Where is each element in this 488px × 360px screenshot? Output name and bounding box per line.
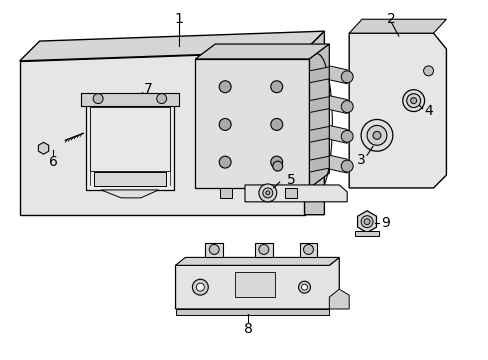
Polygon shape [328,155,346,173]
Circle shape [209,244,219,255]
Bar [94,172,165,186]
Polygon shape [20,51,304,215]
Circle shape [192,279,208,295]
Circle shape [265,191,269,195]
Circle shape [402,90,424,112]
Polygon shape [309,126,328,142]
Circle shape [341,100,352,113]
Circle shape [270,156,282,168]
Polygon shape [235,272,274,297]
Circle shape [258,244,268,255]
Text: 1: 1 [174,12,183,26]
Text: 2: 2 [386,12,395,26]
Text: 6: 6 [49,155,58,169]
Polygon shape [309,67,328,83]
Polygon shape [328,125,346,143]
Bar [220,188,232,198]
Text: 8: 8 [243,322,252,336]
Circle shape [219,118,231,130]
Text: 9: 9 [381,216,389,230]
Polygon shape [254,243,272,257]
Circle shape [410,98,416,104]
Circle shape [341,130,352,142]
Circle shape [364,219,369,225]
Circle shape [272,161,282,171]
Text: 5: 5 [286,173,295,187]
Polygon shape [304,31,324,215]
Circle shape [258,184,276,202]
Circle shape [301,284,307,290]
Polygon shape [309,44,328,188]
Polygon shape [86,100,173,190]
Polygon shape [328,289,348,309]
Circle shape [372,131,380,139]
Polygon shape [195,59,309,188]
Circle shape [219,81,231,93]
Polygon shape [195,44,328,59]
Circle shape [360,216,372,228]
Polygon shape [348,19,446,33]
Polygon shape [20,31,324,61]
Circle shape [219,156,231,168]
Circle shape [270,118,282,130]
Text: 3: 3 [356,153,365,167]
Polygon shape [328,66,346,84]
Polygon shape [244,185,346,202]
Bar [354,231,378,235]
Circle shape [263,188,272,198]
Polygon shape [205,243,223,257]
Polygon shape [175,257,339,265]
Circle shape [406,94,420,108]
Circle shape [156,94,166,104]
Polygon shape [39,142,49,154]
Polygon shape [357,211,376,233]
Text: 7: 7 [144,82,153,96]
Polygon shape [348,33,446,188]
Polygon shape [81,93,178,105]
Polygon shape [175,309,328,315]
Circle shape [298,281,310,293]
Polygon shape [175,257,339,309]
Circle shape [341,160,352,172]
Polygon shape [309,96,328,113]
Circle shape [423,66,433,76]
Polygon shape [101,190,158,198]
Circle shape [366,125,386,145]
Bar [90,107,169,171]
Circle shape [93,94,103,104]
Circle shape [360,120,392,151]
Bar [284,188,296,198]
Circle shape [303,244,313,255]
Polygon shape [299,243,317,257]
Polygon shape [328,96,346,113]
Polygon shape [309,156,328,172]
Circle shape [270,81,282,93]
Circle shape [196,283,204,291]
Circle shape [341,71,352,83]
Text: 4: 4 [423,104,432,118]
